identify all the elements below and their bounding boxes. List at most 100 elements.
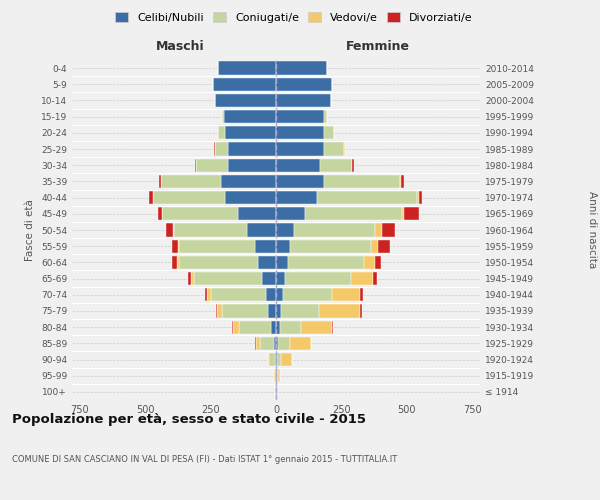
- Bar: [382, 224, 395, 236]
- Bar: [361, 288, 363, 302]
- Bar: [364, 256, 376, 269]
- Bar: [276, 240, 290, 253]
- Bar: [215, 94, 276, 107]
- Bar: [232, 320, 233, 334]
- Bar: [225, 191, 276, 204]
- Bar: [191, 272, 194, 285]
- Bar: [275, 353, 276, 366]
- Bar: [213, 78, 276, 91]
- Bar: [276, 142, 325, 156]
- Bar: [218, 126, 225, 140]
- Bar: [233, 320, 239, 334]
- Bar: [276, 256, 288, 269]
- Bar: [211, 288, 266, 302]
- Bar: [401, 207, 404, 220]
- Text: Maschi: Maschi: [155, 40, 205, 52]
- Bar: [239, 320, 271, 334]
- Bar: [262, 272, 276, 285]
- Text: Popolazione per età, sesso e stato civile - 2015: Popolazione per età, sesso e stato civil…: [12, 412, 366, 426]
- Bar: [172, 256, 177, 269]
- Bar: [238, 207, 276, 220]
- Bar: [179, 240, 255, 253]
- Bar: [260, 336, 274, 350]
- Bar: [257, 256, 276, 269]
- Bar: [276, 369, 277, 382]
- Bar: [278, 369, 280, 382]
- Bar: [371, 240, 378, 253]
- Bar: [276, 304, 281, 318]
- Bar: [268, 353, 269, 366]
- Bar: [215, 142, 227, 156]
- Bar: [276, 126, 325, 140]
- Bar: [376, 256, 381, 269]
- Bar: [378, 240, 390, 253]
- Bar: [276, 78, 332, 91]
- Bar: [277, 369, 278, 382]
- Bar: [194, 158, 196, 172]
- Legend: Celibi/Nubili, Coniugati/e, Vedovi/e, Divorziati/e: Celibi/Nubili, Coniugati/e, Vedovi/e, Di…: [111, 8, 477, 28]
- Bar: [205, 288, 206, 302]
- Bar: [162, 207, 238, 220]
- Bar: [419, 191, 422, 204]
- Bar: [268, 304, 276, 318]
- Bar: [227, 142, 276, 156]
- Bar: [404, 207, 419, 220]
- Bar: [276, 62, 327, 74]
- Bar: [223, 304, 268, 318]
- Bar: [305, 207, 401, 220]
- Bar: [276, 110, 325, 124]
- Bar: [158, 175, 161, 188]
- Bar: [216, 304, 217, 318]
- Bar: [166, 224, 173, 236]
- Bar: [373, 272, 377, 285]
- Bar: [276, 272, 285, 285]
- Bar: [276, 353, 277, 366]
- Bar: [325, 142, 344, 156]
- Bar: [332, 288, 361, 302]
- Bar: [223, 110, 224, 124]
- Bar: [161, 175, 221, 188]
- Bar: [276, 224, 295, 236]
- Bar: [290, 336, 311, 350]
- Bar: [224, 110, 276, 124]
- Bar: [172, 240, 178, 253]
- Bar: [174, 224, 247, 236]
- Bar: [359, 304, 362, 318]
- Bar: [247, 224, 276, 236]
- Bar: [188, 272, 191, 285]
- Bar: [320, 158, 352, 172]
- Bar: [352, 158, 353, 172]
- Bar: [276, 191, 317, 204]
- Bar: [274, 336, 276, 350]
- Bar: [319, 304, 359, 318]
- Bar: [400, 175, 401, 188]
- Bar: [290, 240, 371, 253]
- Bar: [317, 191, 417, 204]
- Bar: [206, 288, 211, 302]
- Text: COMUNE DI SAN CASCIANO IN VAL DI PESA (FI) - Dati ISTAT 1° gennaio 2015 - TUTTIT: COMUNE DI SAN CASCIANO IN VAL DI PESA (F…: [12, 455, 397, 464]
- Bar: [288, 256, 364, 269]
- Bar: [277, 353, 281, 366]
- Bar: [277, 386, 278, 398]
- Bar: [376, 224, 382, 236]
- Bar: [276, 94, 331, 107]
- Bar: [153, 191, 225, 204]
- Bar: [177, 256, 179, 269]
- Bar: [196, 158, 227, 172]
- Bar: [280, 320, 301, 334]
- Bar: [325, 110, 327, 124]
- Bar: [269, 353, 275, 366]
- Bar: [276, 288, 283, 302]
- Bar: [218, 62, 276, 74]
- Bar: [276, 175, 325, 188]
- Bar: [158, 207, 162, 220]
- Bar: [281, 304, 319, 318]
- Bar: [149, 191, 152, 204]
- Bar: [276, 207, 305, 220]
- Text: Anni di nascita: Anni di nascita: [587, 192, 597, 268]
- Bar: [285, 272, 350, 285]
- Bar: [255, 240, 276, 253]
- Bar: [271, 320, 276, 334]
- Bar: [256, 336, 260, 350]
- Bar: [266, 288, 276, 302]
